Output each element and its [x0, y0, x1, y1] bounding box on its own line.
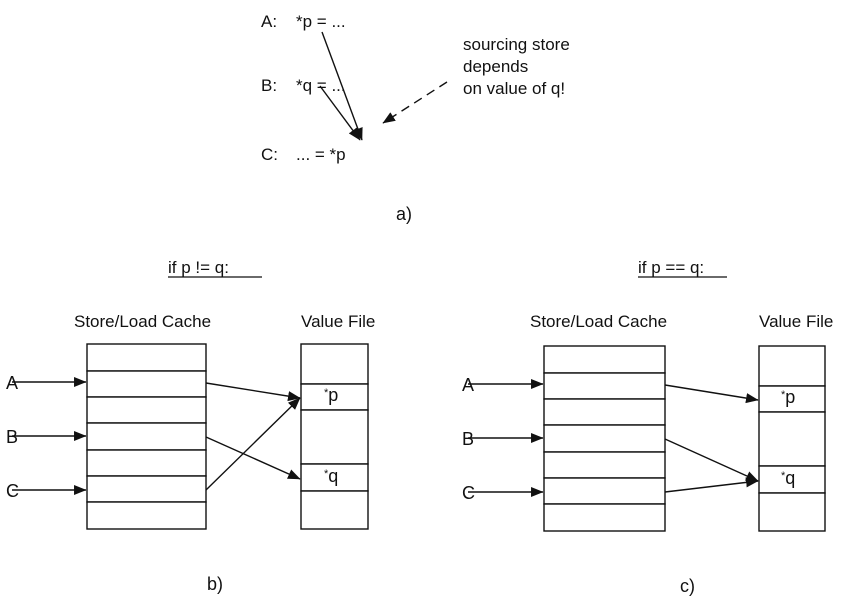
- panel-b-value-file: [300, 343, 369, 530]
- panel-c-input-a-label: A: [462, 375, 474, 395]
- value-q-letter: q: [328, 466, 338, 486]
- cache-row: [543, 503, 666, 532]
- panel-c-map-arrow-b-to-q: [664, 438, 759, 482]
- cache-row: [543, 477, 666, 505]
- panel-b-value-p: *p: [324, 385, 338, 405]
- cache-row: [543, 424, 666, 453]
- value-cell: [300, 383, 369, 411]
- panel-b-cache-header: Store/Load Cache: [74, 312, 211, 331]
- panel-c: if p == q: Store/Load Cache Value File *…: [462, 258, 833, 596]
- note-line-2: depends: [463, 57, 528, 76]
- value-cell: [300, 490, 369, 530]
- panel-c-cache-header: Store/Load Cache: [530, 312, 667, 331]
- cache-row: [86, 370, 207, 398]
- panel-c-heading: if p == q:: [638, 258, 704, 277]
- cache-row: [86, 343, 207, 372]
- cache-row: [86, 501, 207, 530]
- value-p-star: *: [781, 389, 786, 401]
- cache-row: [86, 449, 207, 477]
- panel-c-value-q: *q: [781, 468, 795, 488]
- value-q-star: *: [324, 468, 329, 480]
- value-p-letter: p: [785, 387, 795, 407]
- value-cell: [758, 345, 826, 387]
- panel-b-map-arrow-a-to-p: [205, 382, 301, 402]
- value-cell: [300, 343, 369, 385]
- note-line-1: sourcing store: [463, 35, 570, 54]
- panel-c-value-p: *p: [781, 387, 795, 407]
- panel-b-value-header: Value File: [301, 312, 375, 331]
- caption-a: a): [396, 204, 412, 224]
- line-a-code: *p = ...: [296, 12, 346, 31]
- value-cell: [758, 465, 826, 494]
- caption-c: c): [680, 576, 695, 596]
- panel-b-map-arrow-b-to-q: [205, 436, 301, 480]
- panel-c-map-arrow-c-to-q: [664, 477, 759, 493]
- cache-row: [543, 345, 666, 374]
- value-cell: [758, 411, 826, 467]
- value-p-star: *: [324, 387, 329, 399]
- line-c-code: ... = *p: [296, 145, 346, 164]
- panel-c-map-arrow-a-to-p: [664, 384, 759, 404]
- line-a-label: A:: [261, 12, 277, 31]
- value-cell: [300, 463, 369, 492]
- panel-c-value-file: [758, 345, 826, 532]
- cache-row: [86, 396, 207, 424]
- panel-b-cache-table: [86, 343, 207, 530]
- part-a: A: *p = ... B: *q = ... C: ... = *p sour…: [261, 12, 570, 224]
- panel-c-cache-table: [543, 345, 666, 532]
- panel-b-map-arrow-c-to-p: [205, 397, 301, 491]
- panel-c-input-c-label: C: [462, 483, 475, 503]
- cache-row: [86, 422, 207, 451]
- panel-b-value-q: *q: [324, 466, 338, 486]
- panel-b-input-c-label: C: [6, 481, 19, 501]
- panel-b-input-a-label: A: [6, 373, 18, 393]
- panel-b-input-b-label: B: [6, 427, 18, 447]
- line-b-code: *q = ...: [296, 76, 346, 95]
- cache-row: [543, 372, 666, 400]
- cache-row: [86, 475, 207, 503]
- cache-row: [543, 398, 666, 426]
- line-b-label: B:: [261, 76, 277, 95]
- value-q-letter: q: [785, 468, 795, 488]
- value-cell: [300, 409, 369, 465]
- dependence-arrow-a: [321, 31, 363, 141]
- panel-c-value-header: Value File: [759, 312, 833, 331]
- note-pointer-arrow: [382, 81, 448, 124]
- panel-b-heading: if p != q:: [168, 258, 229, 277]
- value-q-star: *: [781, 470, 786, 482]
- value-p-letter: p: [328, 385, 338, 405]
- line-c-label: C:: [261, 145, 278, 164]
- value-cell: [758, 492, 826, 532]
- panel-c-input-b-label: B: [462, 429, 474, 449]
- panel-b: if p != q: Store/Load Cache Value File *…: [6, 258, 375, 594]
- dependence-arrow-b: [319, 85, 361, 141]
- caption-b: b): [207, 574, 223, 594]
- note-line-3: on value of q!: [463, 79, 565, 98]
- cache-row: [543, 451, 666, 479]
